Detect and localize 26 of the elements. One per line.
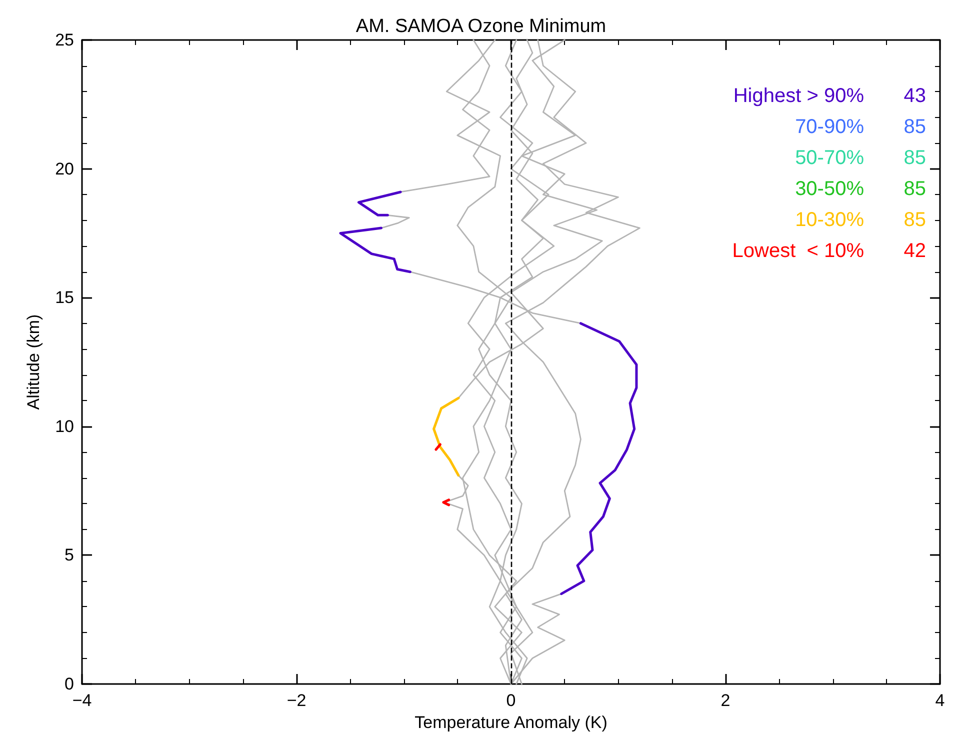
x-tick-label: −2: [286, 691, 306, 710]
text: Highest > 90%: [733, 85, 864, 107]
y-tick-label: 0: [64, 674, 74, 694]
annotation: 42: [904, 240, 926, 262]
x-tick-label: 2: [720, 691, 730, 710]
legend-label: 30-50%: [795, 178, 864, 200]
x-axis-title: Temperature Anomaly (K): [414, 713, 608, 732]
legend-label: 50-70%: [795, 147, 864, 169]
legend-label: 70-90%: [795, 116, 864, 138]
annotation: 85: [904, 147, 926, 169]
text: 10-30%: [795, 209, 864, 231]
y-tick-label: 20: [55, 159, 74, 178]
annotation: 85: [904, 178, 926, 200]
annotation: 43: [904, 85, 926, 107]
text: Lowest < 10%: [732, 240, 864, 262]
x-tick-label: −4: [72, 691, 92, 710]
chart-title: AM. SAMOA Ozone Minimum: [356, 16, 606, 37]
annotation: 85: [904, 116, 926, 138]
y-tick-label: 25: [55, 30, 74, 50]
x-tick-label: 4: [935, 691, 945, 710]
y-tick-label: 5: [64, 546, 74, 565]
y-tick-label: 15: [55, 288, 74, 308]
y-tick-label: 10: [55, 416, 74, 436]
y-axis-title: Altitude (km): [24, 314, 43, 410]
annotation: 85: [904, 209, 926, 231]
x-tick-label: 0: [506, 691, 516, 710]
